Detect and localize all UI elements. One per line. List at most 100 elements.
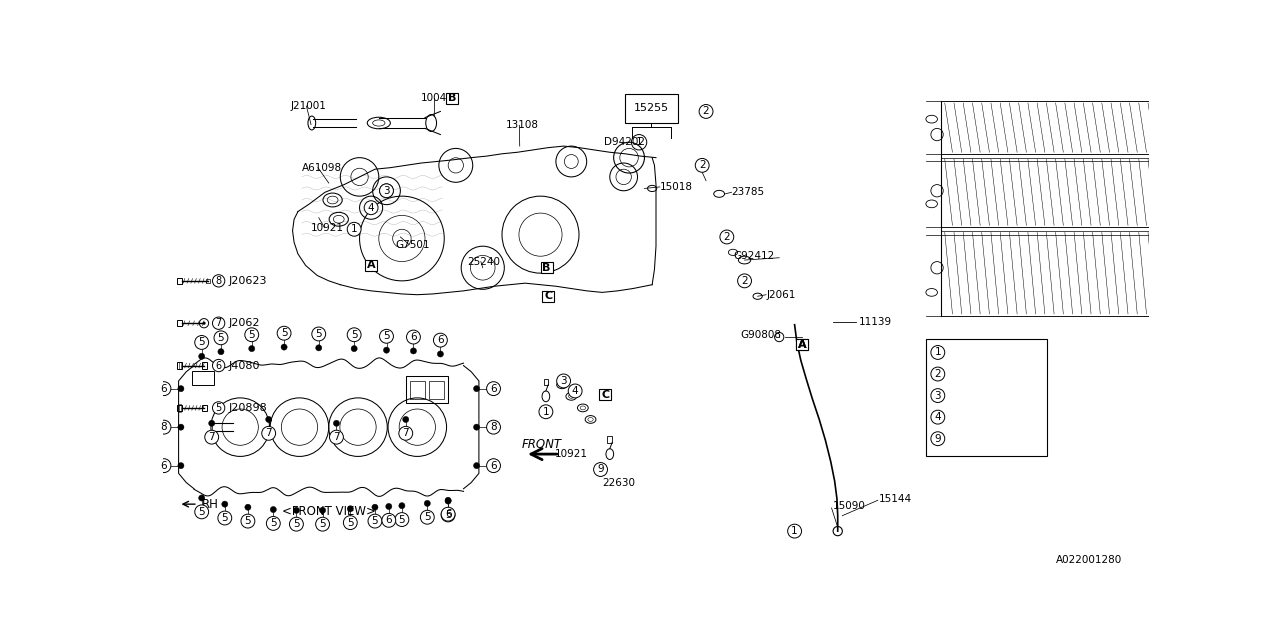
- Text: 2: 2: [699, 161, 705, 170]
- Text: A: A: [797, 340, 806, 349]
- Text: 7: 7: [402, 428, 410, 438]
- Circle shape: [381, 513, 396, 527]
- Text: 4: 4: [367, 203, 375, 212]
- Text: 6: 6: [444, 509, 452, 519]
- Circle shape: [329, 430, 343, 444]
- Text: G92412: G92412: [733, 252, 774, 261]
- Circle shape: [205, 430, 219, 444]
- Text: 2: 2: [741, 276, 748, 286]
- Text: 2: 2: [934, 369, 941, 379]
- Text: A022001280: A022001280: [1056, 556, 1121, 565]
- Text: 3: 3: [561, 376, 567, 386]
- Text: 5: 5: [315, 329, 323, 339]
- Text: 5: 5: [347, 518, 353, 527]
- Text: 25240: 25240: [467, 257, 500, 267]
- Circle shape: [347, 222, 361, 236]
- Circle shape: [442, 508, 454, 521]
- Text: C: C: [544, 291, 552, 301]
- Circle shape: [262, 426, 275, 440]
- Text: 6: 6: [385, 515, 392, 525]
- Text: 15018: 15018: [660, 182, 692, 192]
- Circle shape: [178, 385, 184, 392]
- Circle shape: [221, 501, 228, 508]
- Text: G7501: G7501: [396, 239, 430, 250]
- Text: RH: RH: [202, 498, 219, 511]
- Circle shape: [351, 346, 357, 352]
- Circle shape: [198, 353, 205, 360]
- Text: 6: 6: [410, 332, 417, 342]
- Text: 6: 6: [161, 383, 168, 394]
- Circle shape: [369, 514, 381, 528]
- Circle shape: [931, 410, 945, 424]
- Circle shape: [218, 349, 224, 355]
- Text: 7: 7: [333, 432, 339, 442]
- Bar: [177, 362, 183, 369]
- Bar: [540, 262, 553, 273]
- Text: 5: 5: [221, 513, 228, 523]
- Circle shape: [557, 374, 571, 388]
- Text: 7: 7: [215, 318, 221, 328]
- Text: 1: 1: [791, 526, 797, 536]
- Text: C: C: [602, 390, 609, 400]
- Circle shape: [347, 506, 353, 512]
- Text: J2061: J2061: [767, 290, 795, 300]
- Bar: [599, 389, 612, 400]
- Text: 3: 3: [934, 390, 941, 401]
- Circle shape: [699, 104, 713, 118]
- Bar: [625, 93, 677, 123]
- Circle shape: [202, 322, 206, 324]
- Circle shape: [424, 500, 430, 506]
- Bar: [544, 379, 548, 385]
- Circle shape: [407, 330, 420, 344]
- Circle shape: [719, 230, 733, 244]
- Bar: [179, 362, 180, 369]
- Circle shape: [399, 502, 404, 509]
- Bar: [179, 404, 180, 412]
- Text: 8: 8: [490, 422, 497, 432]
- Text: 5: 5: [351, 330, 357, 340]
- Circle shape: [316, 517, 329, 531]
- Text: 1: 1: [351, 224, 357, 234]
- Bar: [365, 260, 378, 271]
- Bar: [445, 93, 458, 104]
- Circle shape: [486, 459, 500, 472]
- Text: 9: 9: [934, 434, 941, 444]
- Bar: [192, 371, 214, 385]
- Bar: [202, 405, 207, 411]
- Circle shape: [931, 367, 945, 381]
- Text: FRONT: FRONT: [522, 438, 562, 451]
- Circle shape: [399, 426, 412, 440]
- Circle shape: [241, 514, 255, 528]
- Text: D94202: D94202: [604, 137, 645, 147]
- Text: 5: 5: [248, 330, 255, 340]
- Text: J20898: J20898: [229, 403, 268, 413]
- Circle shape: [157, 420, 172, 434]
- Bar: [608, 436, 612, 442]
- Text: 10921: 10921: [554, 449, 588, 459]
- Circle shape: [411, 348, 416, 354]
- Text: J4080: J4080: [229, 360, 260, 371]
- Text: J20618: J20618: [957, 348, 996, 358]
- Text: 5: 5: [398, 515, 406, 525]
- Text: 5: 5: [280, 328, 288, 338]
- Circle shape: [438, 351, 443, 357]
- Circle shape: [198, 495, 205, 501]
- Circle shape: [365, 201, 378, 214]
- Circle shape: [737, 274, 751, 288]
- Circle shape: [244, 504, 251, 510]
- Text: G91219: G91219: [957, 369, 1002, 379]
- Circle shape: [178, 463, 184, 468]
- Circle shape: [403, 417, 408, 422]
- Bar: [541, 291, 554, 301]
- Circle shape: [474, 463, 480, 468]
- Circle shape: [343, 516, 357, 529]
- Circle shape: [293, 508, 300, 513]
- Text: 5: 5: [424, 512, 430, 522]
- Text: 5: 5: [371, 516, 379, 526]
- Circle shape: [178, 424, 184, 430]
- Bar: [796, 339, 809, 350]
- Text: 15255: 15255: [634, 104, 669, 113]
- Text: G90808: G90808: [741, 330, 782, 340]
- Circle shape: [474, 424, 480, 430]
- Text: 13108: 13108: [506, 120, 539, 131]
